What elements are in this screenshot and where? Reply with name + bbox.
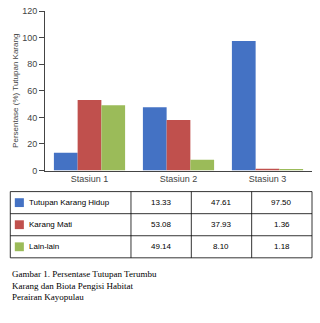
svg-text:80: 80 bbox=[27, 59, 37, 69]
svg-text:49.14: 49.14 bbox=[151, 242, 172, 251]
svg-text:Stasiun 3: Stasiun 3 bbox=[249, 174, 287, 184]
svg-text:40: 40 bbox=[27, 113, 37, 123]
svg-text:1.18: 1.18 bbox=[274, 242, 290, 251]
svg-text:Tutupan Karang Hidup: Tutupan Karang Hidup bbox=[29, 198, 110, 207]
svg-text:Karang Mati: Karang Mati bbox=[29, 220, 72, 229]
svg-text:53.08: 53.08 bbox=[151, 220, 172, 229]
svg-text:8.10: 8.10 bbox=[213, 242, 229, 251]
svg-text:60: 60 bbox=[27, 86, 37, 96]
svg-text:Stasiun 1: Stasiun 1 bbox=[71, 174, 109, 184]
svg-text:100: 100 bbox=[22, 33, 37, 43]
svg-text:97.50: 97.50 bbox=[271, 198, 292, 207]
svg-text:37.93: 37.93 bbox=[211, 220, 232, 229]
svg-text:1.36: 1.36 bbox=[274, 220, 290, 229]
svg-text:Gambar 1. Persentase Tutupan T: Gambar 1. Persentase Tutupan TerumbuKara… bbox=[12, 269, 157, 302]
svg-text:Lain-lain: Lain-lain bbox=[29, 242, 59, 251]
svg-text:0: 0 bbox=[32, 166, 37, 176]
svg-text:120: 120 bbox=[22, 6, 37, 16]
svg-text:13.33: 13.33 bbox=[151, 198, 172, 207]
svg-text:Stasiun 2: Stasiun 2 bbox=[160, 174, 198, 184]
svg-text:47.61: 47.61 bbox=[211, 198, 232, 207]
svg-text:Persentase (%) Tutupan Karang: Persentase (%) Tutupan Karang bbox=[11, 34, 20, 148]
svg-text:20: 20 bbox=[27, 139, 37, 149]
